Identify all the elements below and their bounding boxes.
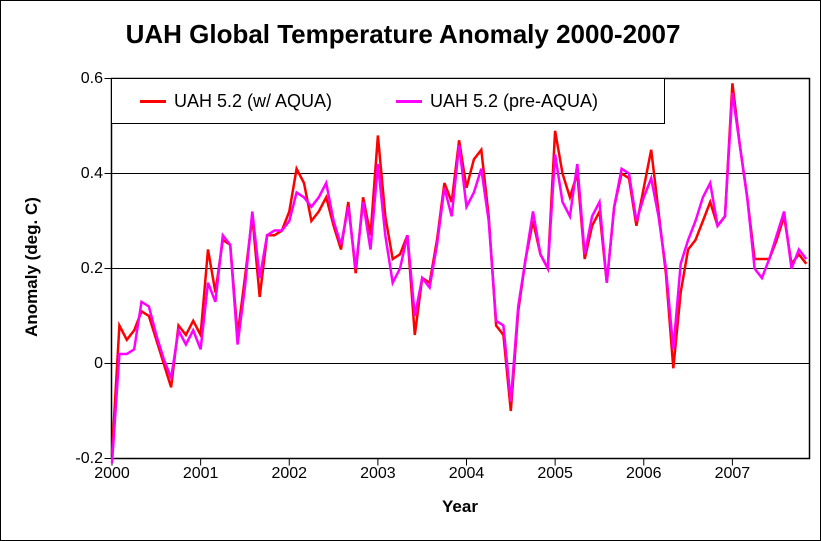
- y-tick-label: 0.6: [80, 69, 103, 87]
- x-tick-label: 2002: [271, 465, 308, 482]
- legend-label: UAH 5.2 (pre-AQUA): [430, 90, 599, 111]
- x-axis-title: Year: [442, 497, 478, 516]
- legend-label: UAH 5.2 (w/ AQUA): [174, 90, 333, 111]
- legend-item-w-aqua: UAH 5.2 (w/ AQUA): [140, 79, 332, 123]
- x-tick-label: 2004: [448, 465, 485, 482]
- y-tick-label: 0.4: [80, 164, 103, 182]
- x-tick-label: 2007: [714, 465, 751, 482]
- y-tick-label: -0.2: [75, 449, 103, 467]
- x-tick-label: 2001: [182, 465, 219, 482]
- magenta-line-sample: [396, 99, 422, 103]
- legend-item-pre-aqua: UAH 5.2 (pre-AQUA): [396, 79, 598, 123]
- y-tick-label: 0: [94, 354, 103, 372]
- x-tick-label: 2006: [625, 465, 662, 482]
- y-tick-label: 0.2: [80, 259, 103, 277]
- red-line-sample: [140, 99, 166, 103]
- chart-title: UAH Global Temperature Anomaly 2000-2007: [125, 19, 681, 49]
- x-tick-label: 2000: [94, 465, 130, 482]
- x-tick-label: 2003: [360, 465, 396, 482]
- legend: UAH 5.2 (w/ AQUA) UAH 5.2 (pre-AQUA): [111, 78, 665, 124]
- x-tick-label: 2005: [537, 465, 573, 482]
